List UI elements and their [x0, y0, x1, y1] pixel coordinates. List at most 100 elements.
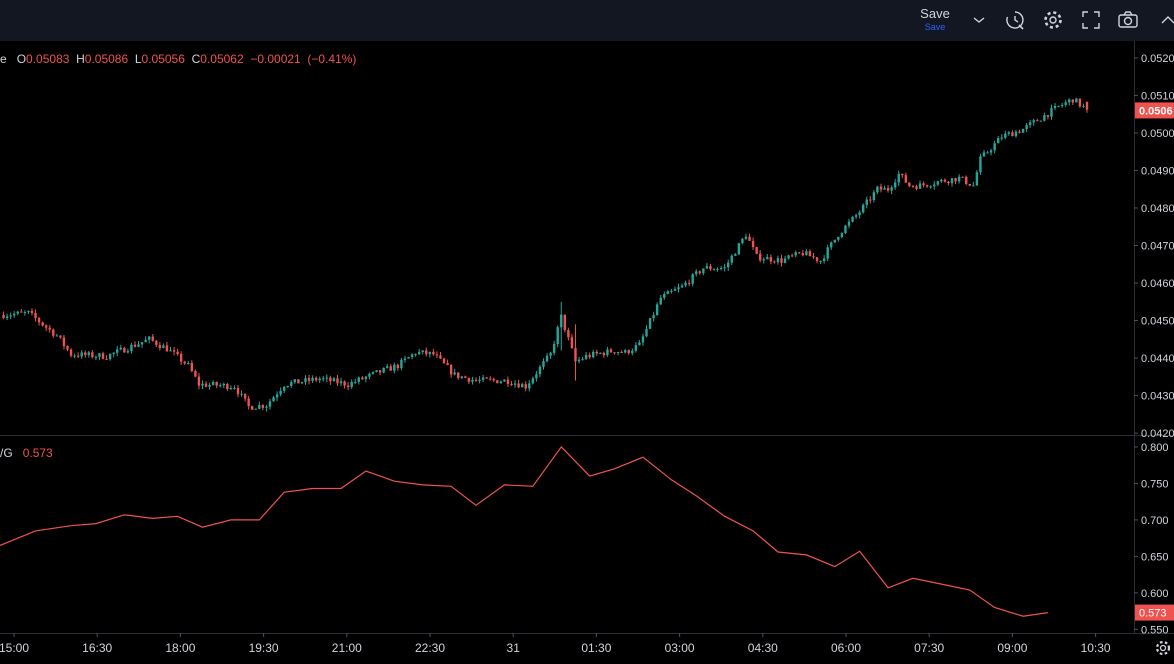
candle-body: [599, 352, 602, 354]
candle-body: [918, 183, 922, 189]
candle-body: [1082, 105, 1085, 107]
candle-body: [467, 377, 471, 382]
chart-area[interactable]: 0.0520 0.0510 0.0500 0.0490 0.0480 0.0470 0.04…: [0, 41, 1174, 660]
candle-body: [346, 385, 350, 388]
candle-body: [123, 347, 126, 353]
candle-body: [247, 398, 250, 407]
candle-body: [727, 262, 730, 268]
candle-body: [385, 366, 389, 368]
candle-body: [144, 339, 147, 343]
chevron-up-icon[interactable]: [1156, 7, 1174, 33]
candle-body: [719, 267, 723, 269]
time-tick-label: 03:00: [665, 641, 695, 655]
candle-body: [172, 350, 176, 352]
candle-body: [393, 364, 396, 371]
candle-body: [815, 257, 819, 261]
candle-body: [805, 251, 808, 256]
candle-body: [833, 239, 836, 243]
camera-icon[interactable]: [1115, 7, 1141, 33]
candle-body: [922, 183, 925, 186]
candle-body: [854, 215, 858, 217]
candle-body: [243, 393, 247, 399]
candle-body: [361, 377, 364, 380]
candle-body: [670, 290, 673, 292]
candle-body: [290, 382, 293, 387]
price-tick-label: 0.0430: [1141, 391, 1174, 403]
top-toolbar: Save Save: [0, 0, 1174, 41]
candle-body: [1068, 99, 1071, 103]
candle-body: [684, 282, 687, 286]
candle-body: [165, 345, 169, 352]
candle-body: [513, 383, 517, 385]
candle-body: [126, 351, 130, 353]
candle-body: [933, 184, 936, 187]
indicator-legend: /G 0.573: [0, 446, 53, 460]
candle-body: [371, 371, 375, 374]
candle-body: [808, 251, 812, 257]
candle-body: [162, 345, 165, 348]
candle-body: [737, 243, 741, 255]
low-label: L: [134, 52, 142, 66]
candle-body: [236, 388, 240, 395]
candle-body: [517, 383, 520, 388]
candle-body: [961, 176, 964, 178]
candle-body: [716, 268, 719, 270]
candle-body: [229, 388, 233, 390]
candle-body: [442, 358, 446, 364]
candle-body: [883, 187, 886, 190]
candle-body: [41, 322, 44, 326]
axis-settings-icon[interactable]: [1152, 637, 1174, 659]
candle-body: [23, 312, 27, 314]
candle-body: [666, 291, 670, 295]
indicator-value-label: 0.573: [1139, 608, 1167, 620]
candle-body: [851, 216, 854, 222]
candle-body: [702, 268, 705, 274]
candle-body: [59, 335, 62, 338]
candle-body: [847, 221, 851, 226]
save-button[interactable]: Save Save: [912, 5, 958, 37]
candle-body: [13, 313, 16, 316]
time-tick-label: 09:00: [997, 641, 1027, 655]
indicator-tick-label: 0.700: [1141, 515, 1169, 527]
replay-icon[interactable]: [1002, 7, 1028, 33]
candles-group: [2, 97, 1089, 412]
candle-body: [91, 352, 94, 358]
candle-body: [204, 383, 208, 387]
candle-body: [215, 382, 218, 386]
candle-body: [950, 178, 954, 184]
candle-body: [780, 258, 783, 263]
candle-body: [510, 383, 513, 385]
candle-body: [1057, 105, 1060, 107]
candle-body: [592, 351, 595, 358]
candle-body: [1004, 133, 1007, 138]
candle-body: [624, 350, 627, 353]
candle-body: [641, 336, 645, 343]
fullscreen-icon[interactable]: [1078, 7, 1104, 33]
candle-body: [233, 388, 236, 390]
candle-body: [254, 408, 257, 410]
candle-body: [382, 367, 385, 373]
candle-body: [790, 255, 794, 257]
candle-body: [1028, 122, 1032, 126]
candle-body: [453, 372, 456, 375]
current-price-tag: [1135, 102, 1174, 119]
candle-body: [766, 256, 769, 260]
candle-body: [364, 376, 368, 380]
candle-body: [76, 355, 80, 357]
price-tick-label: 0.0500: [1141, 128, 1174, 140]
candle-body: [673, 289, 677, 291]
chevron-down-icon[interactable]: [966, 7, 992, 33]
candle-body: [602, 352, 606, 356]
gear-icon[interactable]: [1040, 7, 1066, 33]
candle-body: [975, 172, 979, 186]
candle-body: [1014, 131, 1018, 137]
candle-body: [1036, 120, 1039, 122]
change-value: −0.00021: [250, 52, 301, 66]
candle-body: [723, 267, 726, 269]
indicator-tick-label: 0.600: [1141, 588, 1169, 600]
candle-body: [332, 378, 336, 382]
indicator-line: [0, 445, 1048, 617]
candle-body: [272, 397, 275, 402]
candle-body: [34, 313, 37, 319]
candle-body: [1025, 125, 1028, 129]
